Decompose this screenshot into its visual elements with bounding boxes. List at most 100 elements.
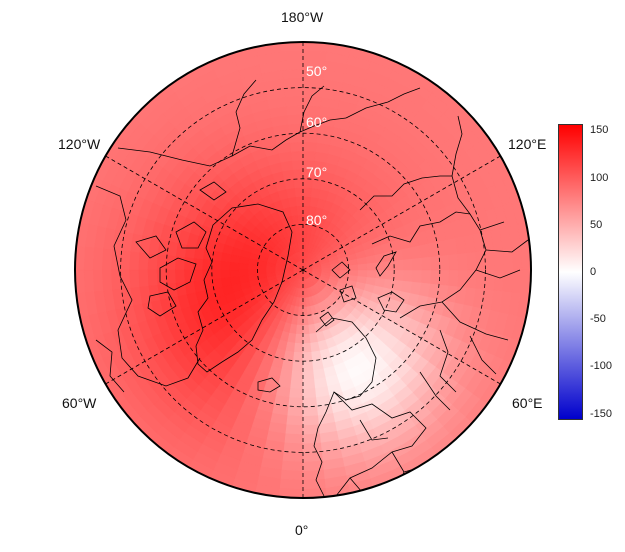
field-cell xyxy=(297,305,304,316)
field-cell xyxy=(287,332,297,343)
field-cell xyxy=(285,341,296,352)
lat-label-50: 50° xyxy=(306,63,328,79)
field-cell xyxy=(302,187,312,198)
field-cell xyxy=(302,87,323,98)
field-cell xyxy=(211,260,222,271)
field-cell xyxy=(399,474,427,496)
field-cell xyxy=(295,196,304,207)
field-cell xyxy=(57,244,67,270)
field-cell xyxy=(137,445,165,470)
field-cell xyxy=(157,461,185,484)
asia-borders xyxy=(419,221,529,411)
field-cell xyxy=(484,249,495,271)
field-cell xyxy=(165,269,177,285)
field-cell xyxy=(384,269,395,280)
field-cell xyxy=(511,269,523,294)
field-cell xyxy=(303,506,329,516)
field-cell xyxy=(211,269,222,280)
field-cell xyxy=(421,56,449,79)
field-cell xyxy=(75,169,87,198)
field-cell xyxy=(75,342,87,371)
colorbar-tick-m150: -150 xyxy=(590,408,613,420)
colorbar-tick-150: 150 xyxy=(590,124,609,136)
colorbar-tick-50: 50 xyxy=(590,219,603,231)
field-cell xyxy=(328,25,354,38)
field-cell xyxy=(230,254,241,264)
field-cell xyxy=(402,269,413,282)
field-cell xyxy=(302,96,322,108)
europe-borders xyxy=(333,391,427,497)
field-cell xyxy=(298,296,304,307)
field-cell xyxy=(302,132,318,144)
field-cell xyxy=(365,276,376,286)
field-cell xyxy=(393,259,404,271)
field-cell xyxy=(238,262,249,271)
field-cell xyxy=(456,269,468,288)
field-cell xyxy=(282,78,304,89)
field-cell xyxy=(291,369,304,380)
field-cell xyxy=(411,269,422,283)
field-cell xyxy=(519,169,531,198)
lat-label-70: 70° xyxy=(306,164,328,180)
field-cell xyxy=(229,262,240,271)
field-cell xyxy=(447,253,459,271)
field-cell xyxy=(438,254,450,271)
alaska-coastline xyxy=(231,79,347,157)
field-cell xyxy=(277,24,303,34)
field-cell xyxy=(280,469,304,481)
field-cell xyxy=(111,269,122,291)
field-cell xyxy=(137,70,165,95)
field-cell xyxy=(175,269,186,284)
field-cell xyxy=(165,255,177,271)
field-cell xyxy=(302,369,315,380)
field-cell xyxy=(226,42,255,45)
field-cell xyxy=(519,342,531,371)
field-cell xyxy=(247,263,258,271)
field-cell xyxy=(226,495,255,498)
field-cell xyxy=(528,193,531,222)
field-cell xyxy=(493,269,504,292)
field-cell xyxy=(478,104,503,132)
north-america-coastline xyxy=(95,111,241,393)
field-cell xyxy=(447,269,459,287)
field-cell xyxy=(281,460,304,471)
greenland-coastline xyxy=(195,203,293,373)
field-cell xyxy=(311,178,323,191)
lon-label-120w: 120°W xyxy=(58,136,101,152)
field-cell xyxy=(103,104,128,132)
field-cell xyxy=(302,196,311,207)
field-cell xyxy=(302,50,327,62)
field-cell xyxy=(375,486,404,498)
field-cell xyxy=(279,478,304,490)
field-cell xyxy=(292,169,304,180)
colorbar-tick-0: 0 xyxy=(590,266,597,278)
field-cell xyxy=(283,349,295,362)
field-cell xyxy=(280,59,304,71)
field-cell xyxy=(302,442,323,453)
field-cell xyxy=(302,478,327,490)
field-cell xyxy=(393,269,404,281)
field-cell xyxy=(283,442,304,453)
field-cell xyxy=(179,44,207,66)
lon-label-120e: 120°E xyxy=(508,136,547,152)
field-cell xyxy=(429,255,441,271)
field-cell xyxy=(57,270,67,296)
field-cell xyxy=(266,265,277,271)
field-cell xyxy=(296,315,304,326)
field-cell xyxy=(119,428,145,454)
field-cell xyxy=(511,246,523,271)
field-cell xyxy=(220,269,231,279)
field-cell xyxy=(290,151,304,162)
field-cell xyxy=(302,469,326,481)
field-cell xyxy=(75,193,78,222)
field-cell xyxy=(465,269,477,289)
field-cell xyxy=(539,244,549,270)
field-cell xyxy=(302,378,316,389)
field-cell xyxy=(302,414,320,426)
lat-label-60: 60° xyxy=(306,114,328,130)
field-cell xyxy=(138,269,150,288)
field-cell xyxy=(420,269,431,284)
field-cell xyxy=(302,342,312,353)
field-cell xyxy=(147,269,159,287)
